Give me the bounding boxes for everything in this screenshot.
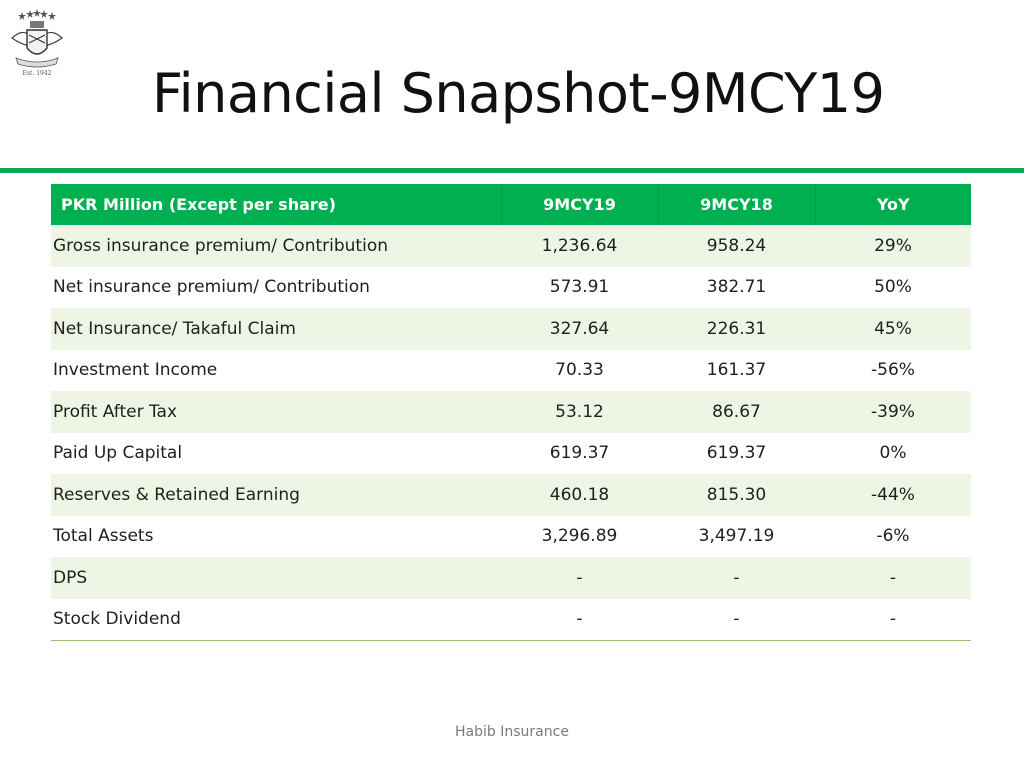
value-9mcy18: 161.37 <box>658 349 815 391</box>
value-9mcy18: 382.71 <box>658 266 815 308</box>
value-yoy: -56% <box>815 349 971 391</box>
row-label: Stock Dividend <box>51 598 501 641</box>
row-label: DPS <box>51 557 501 599</box>
value-yoy: - <box>815 557 971 599</box>
value-9mcy18: 619.37 <box>658 432 815 474</box>
logo-caption: Est. 1942 <box>22 70 52 77</box>
table-row: Investment Income 70.33 161.37 -56% <box>51 349 971 391</box>
table-row: Reserves & Retained Earning 460.18 815.3… <box>51 474 971 516</box>
row-label: Net insurance premium/ Contribution <box>51 266 501 308</box>
value-9mcy18: 3,497.19 <box>658 515 815 557</box>
value-9mcy19: 1,236.64 <box>501 225 658 267</box>
value-9mcy19: 53.12 <box>501 391 658 433</box>
value-yoy: -6% <box>815 515 971 557</box>
value-9mcy19: 327.64 <box>501 308 658 350</box>
company-crest-icon: Est. 1942 <box>8 8 66 80</box>
row-label: Reserves & Retained Earning <box>51 474 501 516</box>
table-row: Net Insurance/ Takaful Claim 327.64 226.… <box>51 308 971 350</box>
value-9mcy19: 573.91 <box>501 266 658 308</box>
row-label: Gross insurance premium/ Contribution <box>51 225 501 267</box>
header-9mcy19: 9MCY19 <box>500 184 658 225</box>
value-yoy: 0% <box>815 432 971 474</box>
value-yoy: 45% <box>815 308 971 350</box>
value-yoy: - <box>815 598 971 641</box>
table-row: Profit After Tax 53.12 86.67 -39% <box>51 391 971 433</box>
table-row: Net insurance premium/ Contribution 573.… <box>51 266 971 308</box>
table-row: Stock Dividend - - - <box>51 598 971 641</box>
header-metric: PKR Million (Except per share) <box>51 184 501 225</box>
row-label: Profit After Tax <box>51 391 501 433</box>
value-9mcy19: - <box>501 598 658 641</box>
table-header-row: PKR Million (Except per share) 9MCY19 9M… <box>51 184 971 225</box>
table-row: Paid Up Capital 619.37 619.37 0% <box>51 432 971 474</box>
header-9mcy18: 9MCY18 <box>657 184 815 225</box>
value-9mcy18: 86.67 <box>658 391 815 433</box>
value-9mcy19: 3,296.89 <box>501 515 658 557</box>
value-9mcy18: - <box>658 557 815 599</box>
value-9mcy19: 70.33 <box>501 349 658 391</box>
value-9mcy18: 815.30 <box>658 474 815 516</box>
value-yoy: -44% <box>815 474 971 516</box>
table-row: Total Assets 3,296.89 3,497.19 -6% <box>51 515 971 557</box>
value-yoy: 29% <box>815 225 971 267</box>
value-9mcy19: - <box>501 557 658 599</box>
value-yoy: 50% <box>815 266 971 308</box>
value-9mcy18: 226.31 <box>658 308 815 350</box>
value-9mcy18: 958.24 <box>658 225 815 267</box>
row-label: Net Insurance/ Takaful Claim <box>51 308 501 350</box>
header-yoy: YoY <box>814 184 971 225</box>
title-divider <box>0 168 1024 173</box>
page-title: Financial Snapshot-9MCY19 <box>152 62 885 125</box>
footer-company-name: Habib Insurance <box>455 724 569 740</box>
row-label: Investment Income <box>51 349 501 391</box>
row-label: Total Assets <box>51 515 501 557</box>
table-row: DPS - - - <box>51 557 971 599</box>
row-label: Paid Up Capital <box>51 432 501 474</box>
financial-snapshot-table: PKR Million (Except per share) 9MCY19 9M… <box>51 184 971 641</box>
value-9mcy18: - <box>658 598 815 641</box>
table-row: Gross insurance premium/ Contribution 1,… <box>51 225 971 267</box>
value-9mcy19: 619.37 <box>501 432 658 474</box>
value-yoy: -39% <box>815 391 971 433</box>
value-9mcy19: 460.18 <box>501 474 658 516</box>
